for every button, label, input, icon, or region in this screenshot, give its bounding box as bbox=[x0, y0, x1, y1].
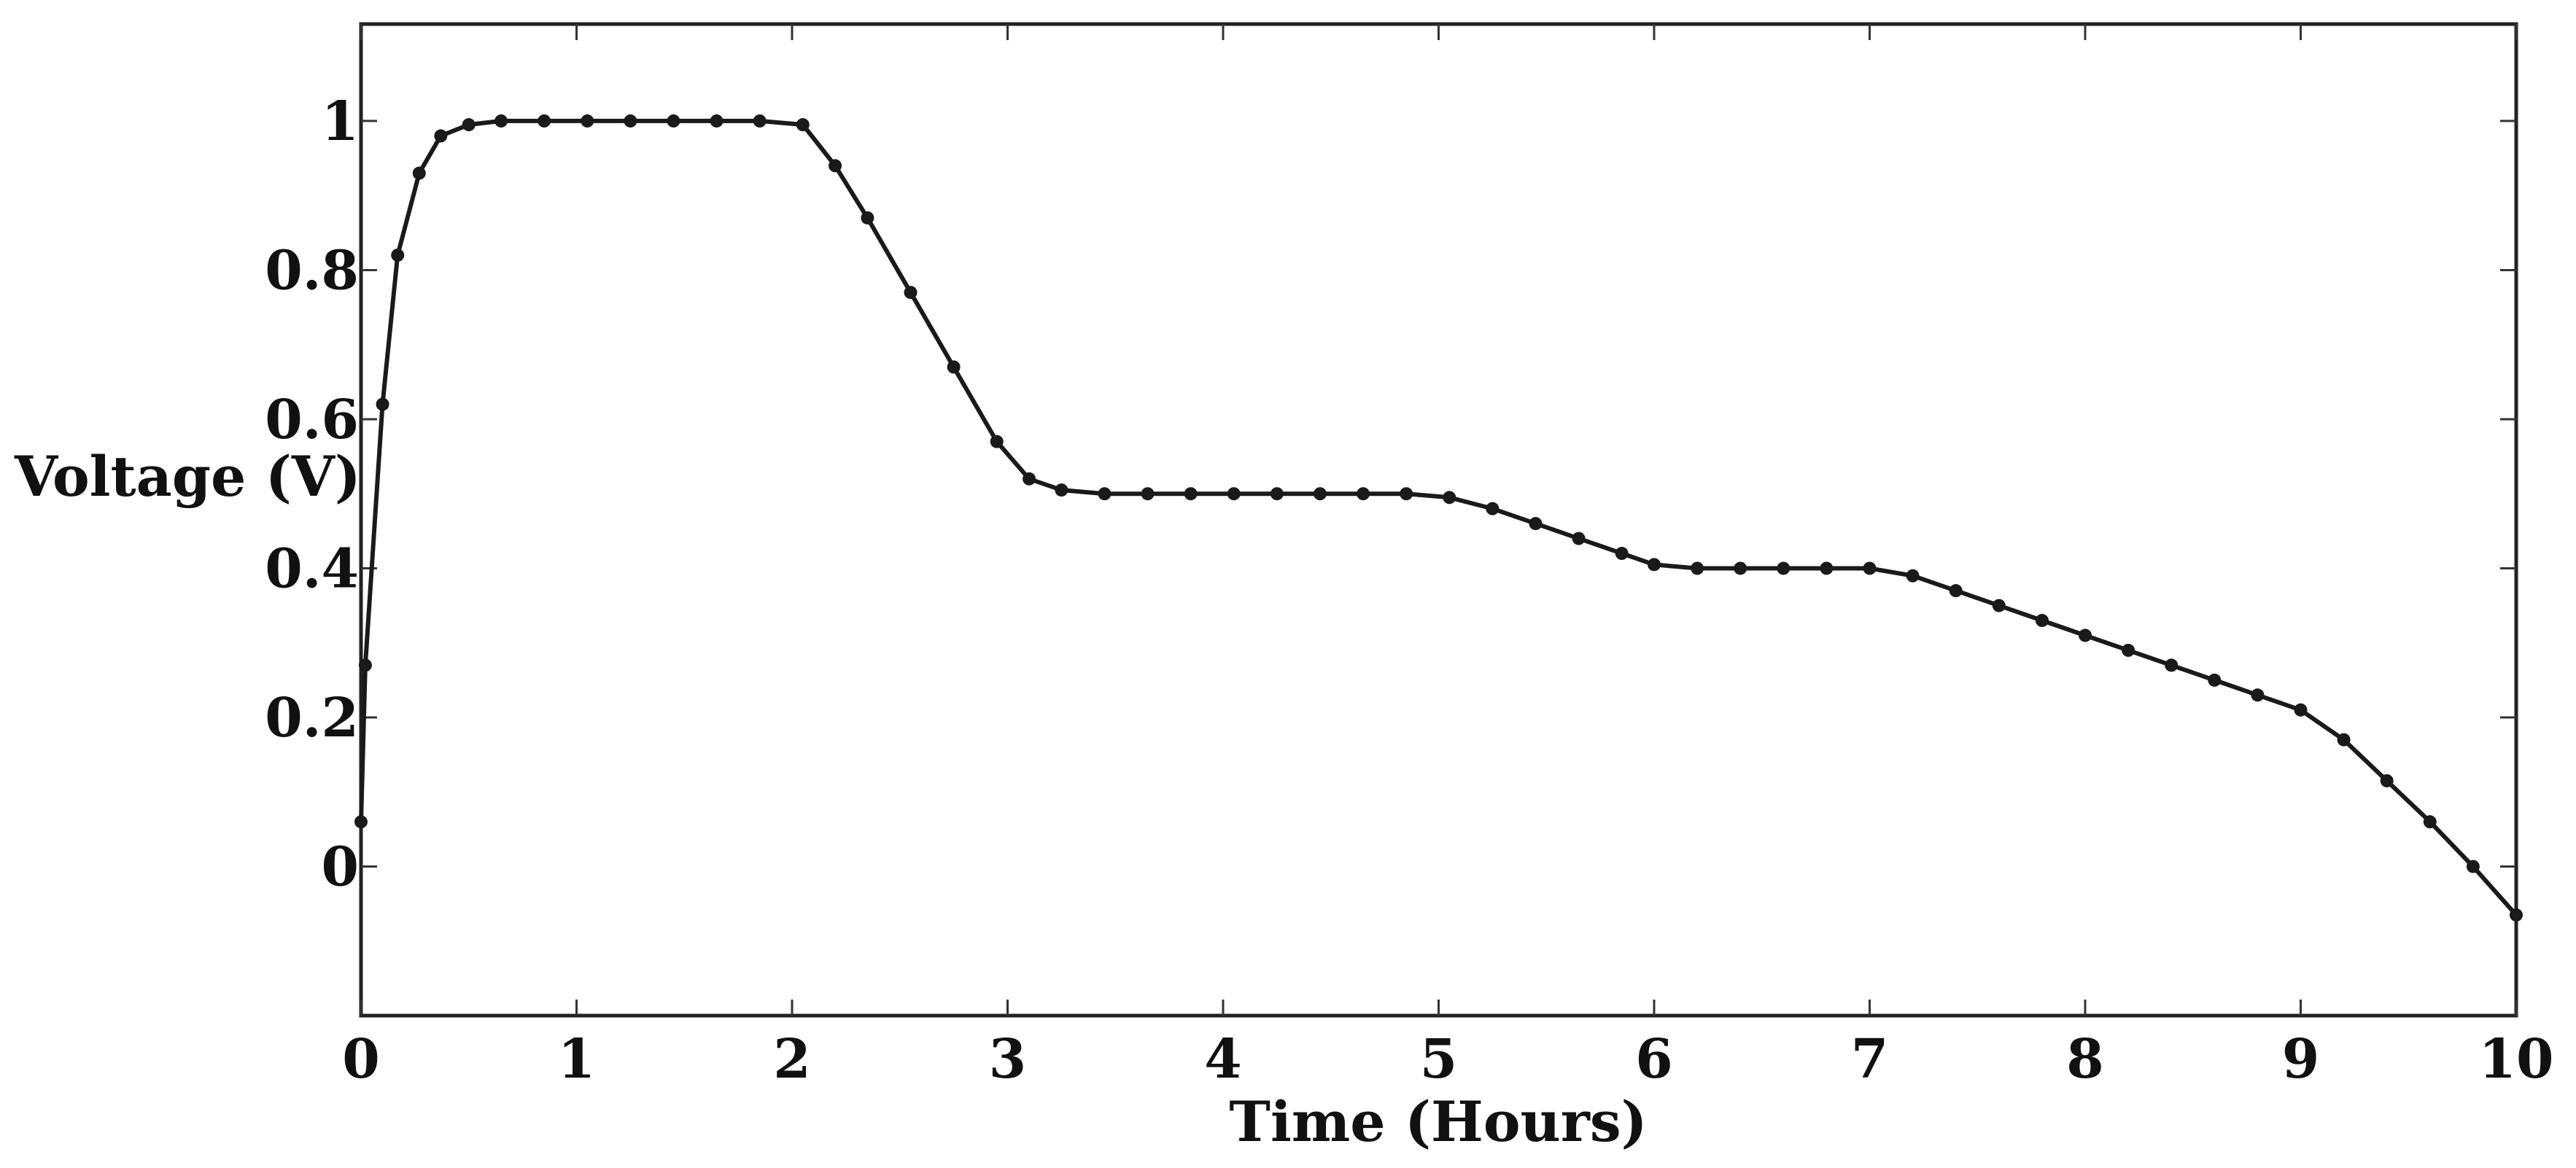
y-tick-label: 0.4 bbox=[265, 537, 359, 600]
data-point bbox=[1486, 502, 1500, 515]
data-point bbox=[2337, 733, 2351, 747]
data-point bbox=[1270, 487, 1284, 501]
data-point bbox=[829, 159, 842, 173]
x-tick-label: 6 bbox=[1635, 1028, 1673, 1091]
data-point bbox=[1615, 547, 1629, 561]
data-point bbox=[990, 435, 1004, 448]
data-point bbox=[1820, 561, 1834, 575]
voltage-series-line bbox=[359, 118, 2518, 916]
data-point bbox=[2294, 703, 2308, 717]
x-tick-label: 4 bbox=[1204, 1028, 1242, 1091]
data-point bbox=[1141, 487, 1155, 501]
tick-marks bbox=[360, 24, 2518, 1016]
y-tick-label: 0.2 bbox=[265, 687, 359, 750]
data-point bbox=[2122, 643, 2135, 657]
y-tick-labels: 0 0.2 0.4 0.6 0.8 1 bbox=[265, 90, 359, 899]
x-tick-label: 8 bbox=[2066, 1028, 2104, 1091]
x-tick-label: 3 bbox=[989, 1028, 1027, 1091]
data-point bbox=[391, 248, 405, 262]
x-tick-labels: 0 1 2 3 4 5 6 7 8 9 10 bbox=[342, 1028, 2553, 1091]
x-tick-label: 5 bbox=[1420, 1028, 1458, 1091]
data-point bbox=[710, 114, 723, 128]
data-point bbox=[434, 129, 448, 143]
data-point bbox=[494, 114, 508, 128]
y-axis-label: Voltage (V) bbox=[14, 444, 361, 509]
data-point bbox=[1648, 558, 1661, 572]
x-tick-label: 1 bbox=[558, 1028, 596, 1091]
y-tick-label: 0.6 bbox=[265, 389, 359, 451]
data-point bbox=[1400, 487, 1413, 501]
data-point bbox=[2079, 628, 2092, 642]
data-point bbox=[1313, 487, 1327, 501]
y-tick-label: 0 bbox=[322, 836, 360, 898]
plot-frame bbox=[359, 22, 2518, 1018]
data-point bbox=[1777, 561, 1791, 575]
data-point bbox=[2466, 860, 2480, 873]
y-tick-label: 1 bbox=[322, 90, 360, 153]
data-point bbox=[2035, 614, 2049, 628]
data-point bbox=[1184, 487, 1198, 501]
data-point bbox=[1023, 472, 1036, 486]
x-axis-label: Time (Hours) bbox=[1229, 1089, 1647, 1154]
data-point bbox=[1357, 487, 1370, 501]
data-point bbox=[1992, 599, 2006, 612]
data-point bbox=[624, 114, 637, 128]
data-point bbox=[753, 114, 767, 128]
data-point bbox=[861, 211, 874, 225]
data-point bbox=[2165, 658, 2179, 672]
data-point bbox=[462, 118, 476, 132]
y-tick-label: 0.8 bbox=[265, 239, 359, 302]
x-tick-label: 0 bbox=[342, 1028, 380, 1091]
x-tick-label: 9 bbox=[2282, 1028, 2320, 1091]
data-point bbox=[796, 118, 810, 132]
x-tick-label: 7 bbox=[1851, 1028, 1889, 1091]
data-point bbox=[376, 397, 389, 411]
voltage-series-points bbox=[354, 114, 2523, 922]
data-point bbox=[412, 166, 426, 180]
data-point bbox=[1572, 532, 1586, 545]
x-tick-label: 2 bbox=[773, 1028, 811, 1091]
data-point bbox=[1098, 487, 1112, 501]
data-point bbox=[1863, 561, 1877, 575]
data-point bbox=[1906, 569, 1920, 583]
data-point bbox=[667, 114, 680, 128]
data-point bbox=[2423, 815, 2437, 829]
data-point bbox=[1691, 561, 1704, 575]
data-point bbox=[1227, 487, 1241, 501]
data-point bbox=[2510, 908, 2523, 922]
data-point bbox=[581, 114, 594, 128]
data-point bbox=[2380, 774, 2394, 787]
x-tick-label: 10 bbox=[2479, 1028, 2554, 1091]
data-point bbox=[538, 114, 551, 128]
data-point bbox=[1529, 517, 1543, 531]
data-point bbox=[1949, 584, 1963, 598]
data-point bbox=[2208, 673, 2222, 687]
data-point bbox=[904, 286, 917, 300]
data-point bbox=[947, 360, 961, 374]
data-point bbox=[1734, 561, 1747, 575]
data-point bbox=[358, 658, 372, 672]
data-point bbox=[354, 815, 368, 829]
data-point bbox=[2251, 688, 2265, 702]
data-point bbox=[1443, 491, 1456, 505]
data-point bbox=[1055, 483, 1068, 497]
